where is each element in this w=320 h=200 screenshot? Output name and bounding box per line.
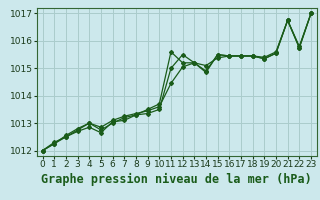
X-axis label: Graphe pression niveau de la mer (hPa): Graphe pression niveau de la mer (hPa) xyxy=(41,173,312,186)
